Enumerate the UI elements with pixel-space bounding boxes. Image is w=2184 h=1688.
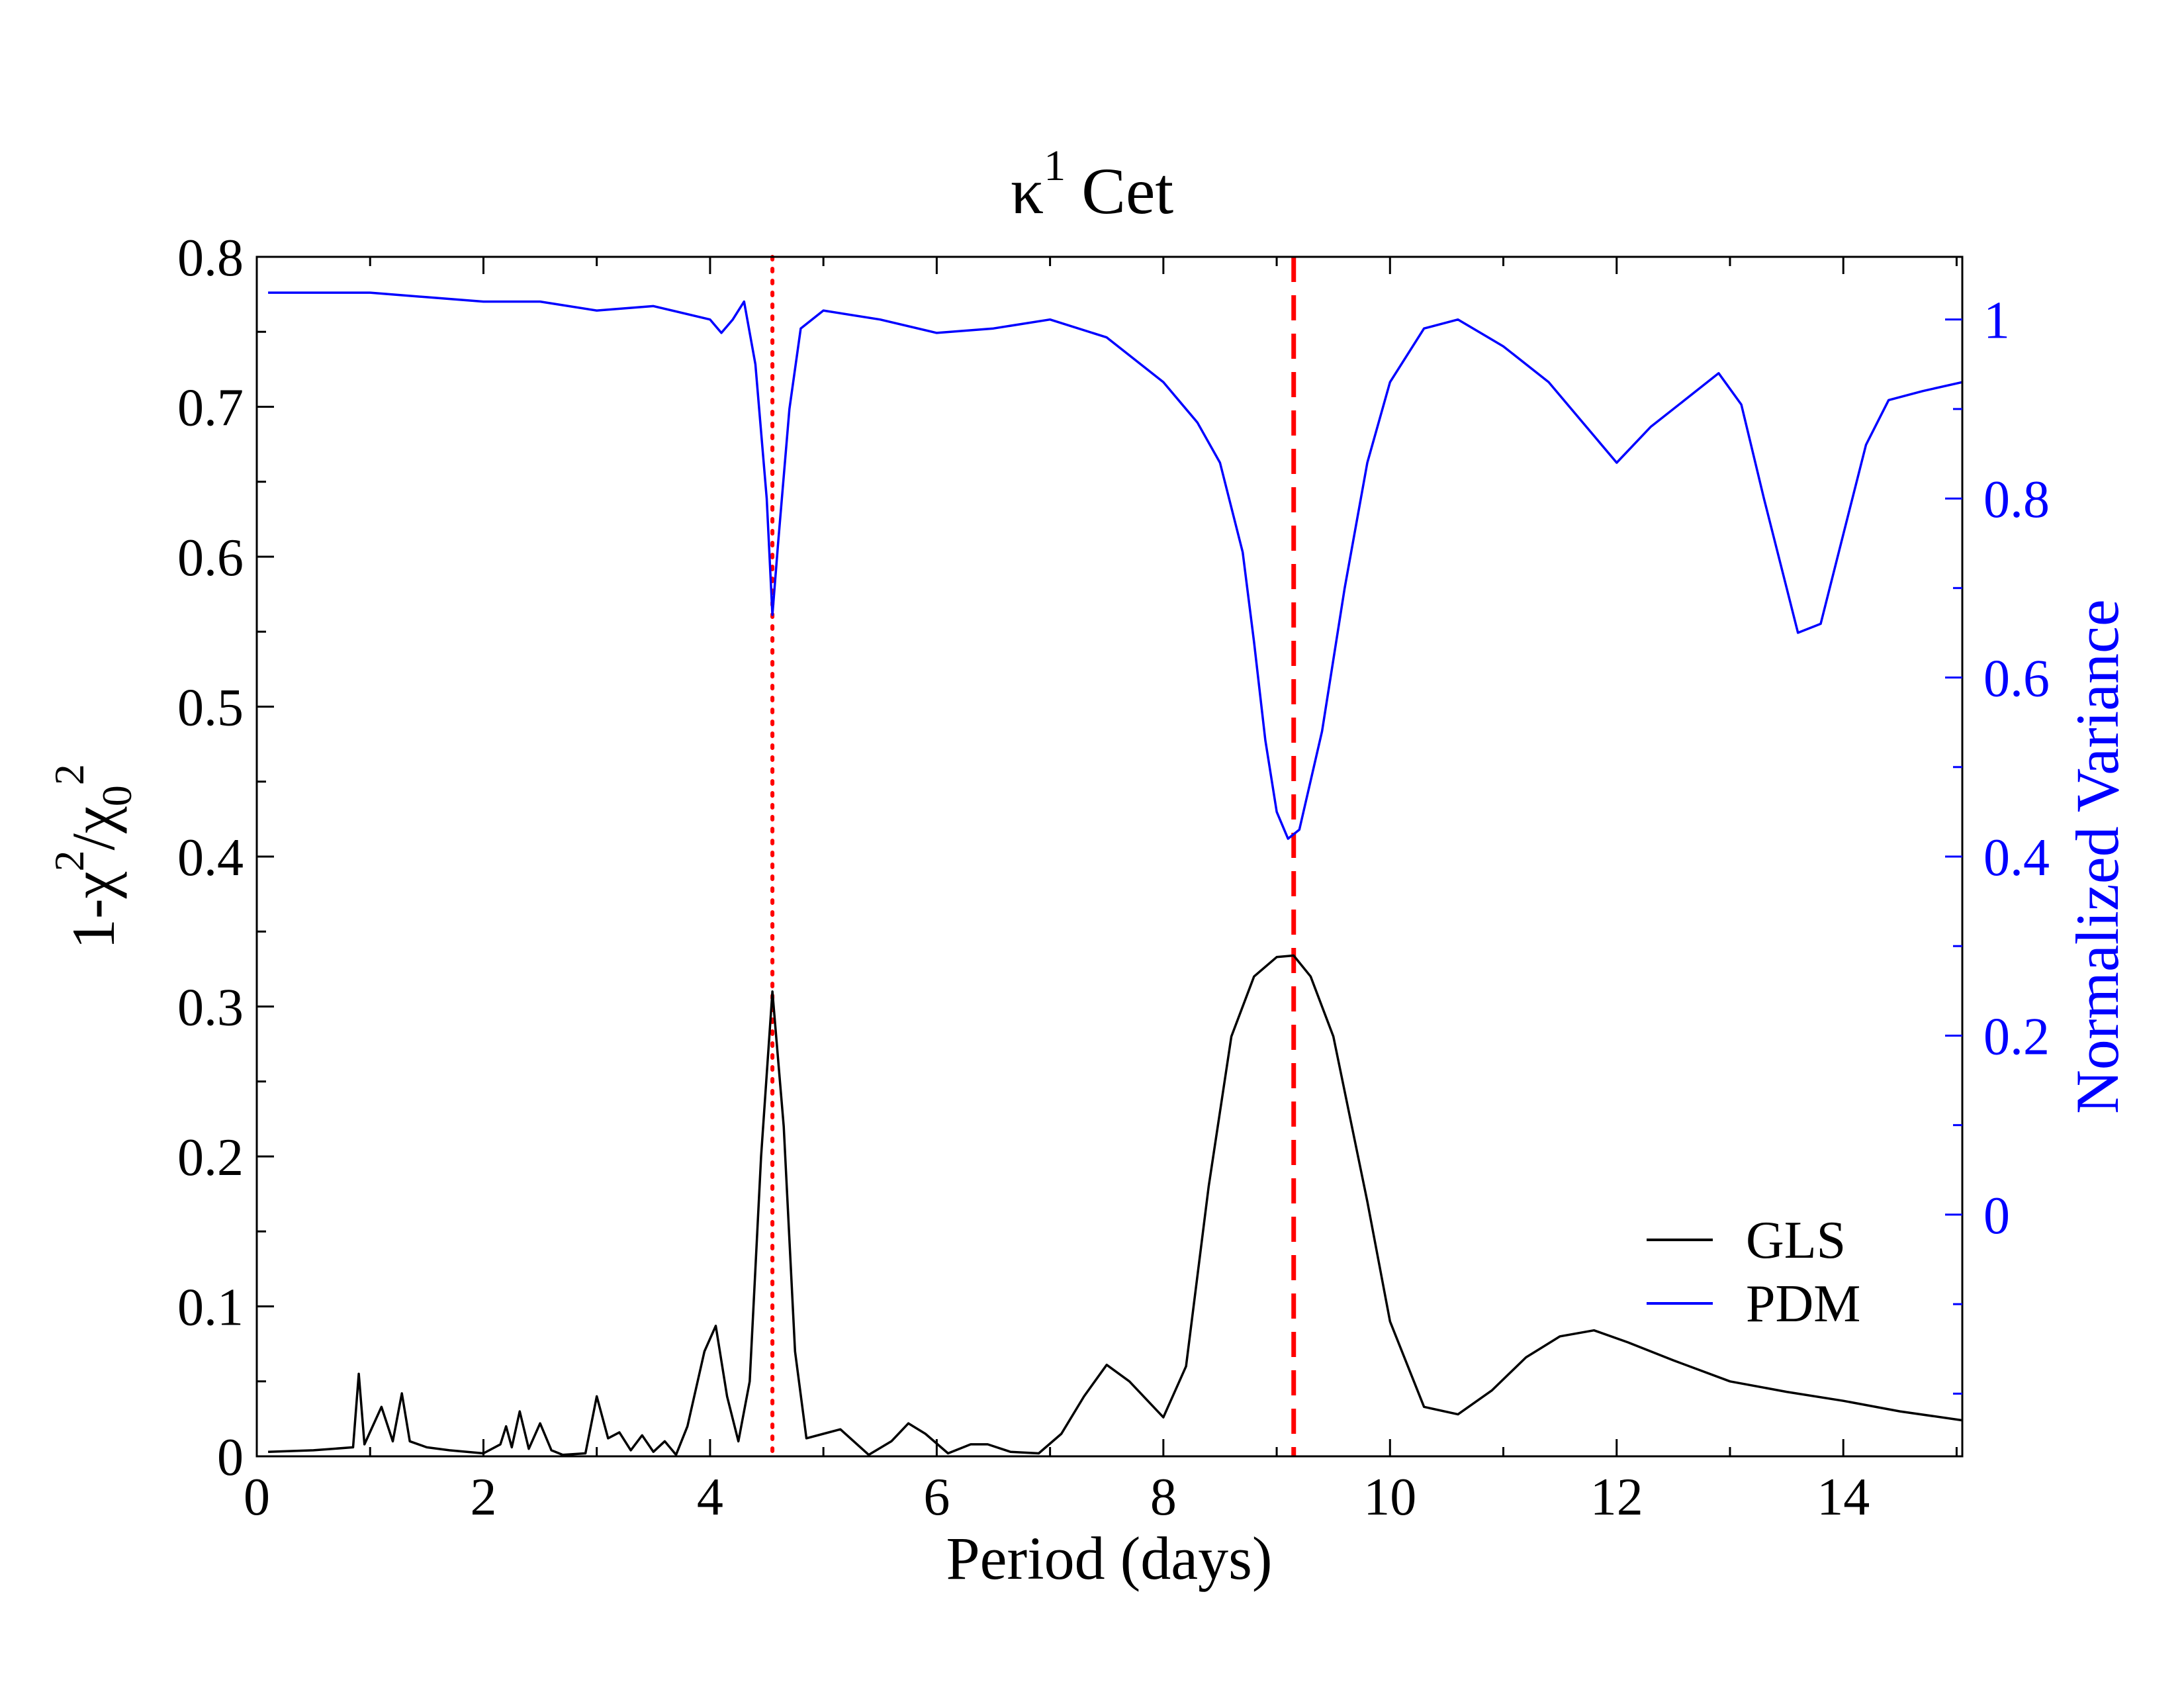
x-axis-label: Period (days) xyxy=(946,1524,1272,1592)
y-tick-label: 0.2 xyxy=(177,1129,244,1187)
y2-tick-label: 0.2 xyxy=(1983,1008,2050,1066)
plot-frame xyxy=(255,256,1964,1458)
axis-layer: 0 2 4 6 8 10 12 14 0 0.1 0.2 0.3 0.4 0.5 0.6 0.7 0.8 0 0.2… xyxy=(177,229,2050,1526)
y-axis-label: 1-χ2/χ02 xyxy=(46,764,140,949)
y-tick-label: 0.7 xyxy=(177,379,244,438)
x-tick-label: 10 xyxy=(1363,1468,1416,1526)
legend: GLS PDM xyxy=(1647,1211,1860,1333)
y2-tick-label: 1 xyxy=(1983,292,2010,350)
y-tick-label: 0 xyxy=(217,1429,244,1487)
y-tick-label: 0.4 xyxy=(177,829,244,887)
y2-tick-label: 0.4 xyxy=(1983,829,2050,887)
y-tick-label: 0.5 xyxy=(177,679,244,737)
y2-axis-label: Normalized Variance xyxy=(2064,599,2131,1113)
x-tick-label: 4 xyxy=(697,1468,723,1526)
series-line-gls xyxy=(268,954,1963,1456)
vertical-marker-layer xyxy=(770,255,1297,1458)
legend-label-pdm: PDM xyxy=(1746,1275,1860,1333)
series-line-pdm xyxy=(268,291,1963,840)
y-tick-label: 0.1 xyxy=(177,1279,244,1337)
y-tick-label: 0.3 xyxy=(177,979,244,1037)
x-tick-label: 0 xyxy=(244,1468,270,1526)
chart-title: κ1 Cet xyxy=(1011,142,1173,228)
series-layer xyxy=(268,291,1963,1456)
y-tick-label: 0.8 xyxy=(177,229,244,287)
y-label-part: 2 xyxy=(46,764,93,785)
y-label-part: /χ xyxy=(60,806,127,851)
y2-tick-label: 0.8 xyxy=(1983,471,2050,529)
title-superscript: 1 xyxy=(1044,142,1066,190)
x-tick-label: 2 xyxy=(470,1468,496,1526)
title-kappa: κ xyxy=(1011,154,1044,228)
y2-tick-label: 0.6 xyxy=(1983,650,2050,708)
y2-tick-label: 0 xyxy=(1983,1187,2010,1245)
legend-label-gls: GLS xyxy=(1746,1211,1846,1270)
y-label-part: 1-χ xyxy=(60,871,127,949)
title-suffix: Cet xyxy=(1081,154,1173,228)
x-tick-label: 12 xyxy=(1590,1468,1643,1526)
x-tick-label: 6 xyxy=(923,1468,950,1526)
x-tick-label: 8 xyxy=(1150,1468,1177,1526)
x-tick-label: 14 xyxy=(1817,1468,1870,1526)
y-label-part: 2 xyxy=(46,850,93,871)
y-label-part: 0 xyxy=(93,785,140,806)
y-tick-label: 0.6 xyxy=(177,529,244,587)
